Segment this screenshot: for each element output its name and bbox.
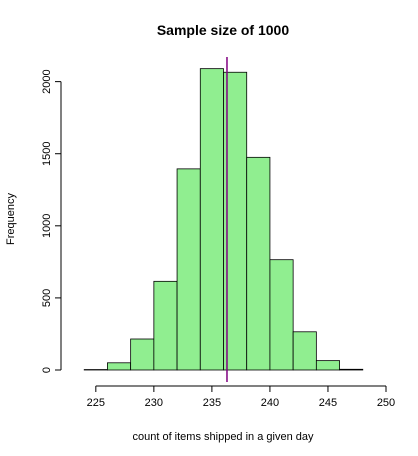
histogram-bar-2 xyxy=(130,338,155,371)
x-axis: 225 230 235 240 245 250 xyxy=(87,385,395,409)
y-tick-label-2: 1000 xyxy=(41,214,53,238)
x-tick-label-4: 245 xyxy=(319,397,337,409)
x-tick-label-0: 225 xyxy=(87,397,105,409)
x-tick-label-2: 235 xyxy=(203,397,221,409)
x-tick-label-1: 230 xyxy=(145,397,163,409)
histogram-bar-11 xyxy=(339,368,364,371)
y-axis: 0 500 1000 1500 2000 xyxy=(41,69,62,373)
x-axis-label: count of items shipped in a given day xyxy=(132,431,314,443)
y-tick-label-0: 0 xyxy=(41,367,53,373)
y-tick-label-4: 2000 xyxy=(41,69,53,93)
histogram-bar-9 xyxy=(292,331,317,371)
histogram-bar-4 xyxy=(176,168,201,371)
histogram-bar-3 xyxy=(153,280,178,371)
y-axis-label: Frequency xyxy=(5,193,17,245)
histogram-bar-10 xyxy=(315,360,340,371)
histogram-bar-1 xyxy=(107,362,132,371)
x-tick-label-5: 250 xyxy=(377,397,395,409)
y-tick-label-3: 1500 xyxy=(41,141,53,165)
y-tick-label-1: 500 xyxy=(41,289,53,307)
x-tick-label-3: 240 xyxy=(261,397,279,409)
histogram-bar-8 xyxy=(269,259,294,371)
bars-group xyxy=(83,68,364,371)
chart-title: Sample size of 1000 xyxy=(157,22,290,38)
histogram-bar-7 xyxy=(246,156,271,371)
histogram-bar-5 xyxy=(199,68,224,371)
